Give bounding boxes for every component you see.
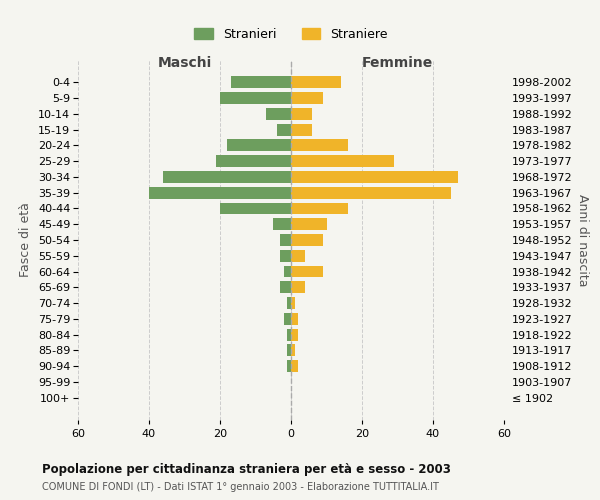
Bar [266,108,291,120]
Bar [230,76,291,88]
Text: Popolazione per cittadinanza straniera per età e sesso - 2003: Popolazione per cittadinanza straniera p… [42,462,451,475]
Bar [291,171,458,183]
Bar [277,124,291,136]
Bar [291,92,323,104]
Bar [291,202,348,214]
Bar [284,266,291,278]
Bar [217,155,291,167]
Bar [280,282,291,293]
Text: COMUNE DI FONDI (LT) - Dati ISTAT 1° gennaio 2003 - Elaborazione TUTTITALIA.IT: COMUNE DI FONDI (LT) - Dati ISTAT 1° gen… [42,482,439,492]
Bar [291,76,341,88]
Bar [291,218,326,230]
Bar [291,155,394,167]
Bar [287,360,291,372]
Legend: Stranieri, Straniere: Stranieri, Straniere [189,23,393,46]
Bar [291,360,298,372]
Bar [280,250,291,262]
Bar [291,297,295,309]
Bar [287,297,291,309]
Bar [284,313,291,325]
Bar [291,328,298,340]
Bar [291,108,313,120]
Bar [291,282,305,293]
Bar [291,124,313,136]
Bar [287,328,291,340]
Bar [220,92,291,104]
Bar [291,250,305,262]
Bar [149,187,291,198]
Bar [291,344,295,356]
Bar [227,140,291,151]
Bar [291,140,348,151]
Y-axis label: Anni di nascita: Anni di nascita [576,194,589,286]
Bar [291,234,323,246]
Y-axis label: Fasce di età: Fasce di età [19,202,32,278]
Bar [280,234,291,246]
Bar [163,171,291,183]
Bar [291,266,323,278]
Text: Maschi: Maschi [157,56,212,70]
Text: Femmine: Femmine [362,56,433,70]
Bar [287,344,291,356]
Bar [273,218,291,230]
Bar [220,202,291,214]
Bar [291,313,298,325]
Bar [291,187,451,198]
